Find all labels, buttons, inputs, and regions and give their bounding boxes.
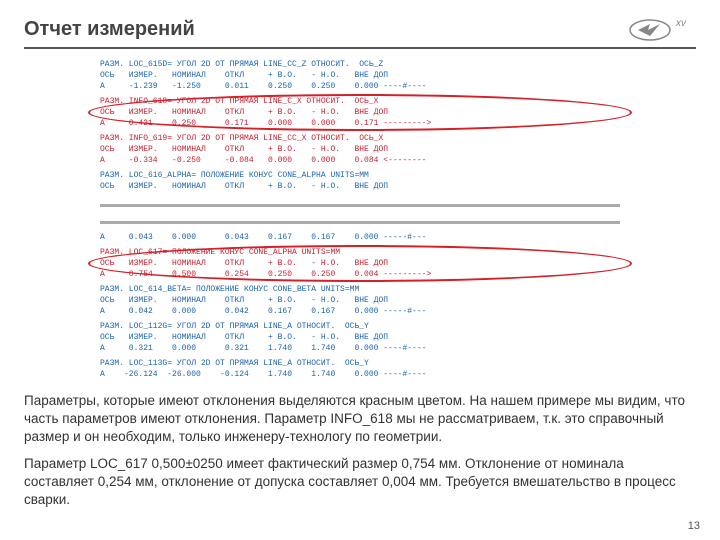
normal-row: А 0.043 0.000 0.043 0.167 0.167 0.000 --… bbox=[100, 232, 620, 243]
report-block: РАЗМ. INFO_618= УГОЛ 2D ОТ ПРЯМАЯ LINE_C… bbox=[100, 96, 620, 129]
report-block: РАЗМ. LOC_615D= УГОЛ 2D ОТ ПРЯМАЯ LINE_C… bbox=[100, 59, 620, 92]
deviation-row: РАЗМ. LOC_617= ПОЛОЖЕНИЕ КОНУС CONE_ALPH… bbox=[100, 247, 620, 280]
normal-row: РАЗМ. LOC_614_BETA= ПОЛОЖЕНИЕ КОНУС CONE… bbox=[100, 284, 620, 317]
report-block: РАЗМ. LOC_617= ПОЛОЖЕНИЕ КОНУС CONE_ALPH… bbox=[100, 247, 620, 280]
report-block: РАЗМ. LOC_616_ALPHA= ПОЛОЖЕНИЕ КОНУС CON… bbox=[100, 170, 620, 192]
report-block: А 0.043 0.000 0.043 0.167 0.167 0.000 --… bbox=[100, 232, 620, 243]
deviation-row: РАЗМ. INFO_619= УГОЛ 2D ОТ ПРЯМАЯ LINE_C… bbox=[100, 133, 620, 166]
page-break-indicator bbox=[100, 204, 620, 224]
report-block: РАЗМ. INFO_619= УГОЛ 2D ОТ ПРЯМАЯ LINE_C… bbox=[100, 133, 620, 166]
report-bottom-section: А 0.043 0.000 0.043 0.167 0.167 0.000 --… bbox=[100, 232, 620, 384]
explanation-paragraph-1: Параметры, которые имеют отклонения выде… bbox=[24, 392, 696, 447]
deviation-row: РАЗМ. INFO_618= УГОЛ 2D ОТ ПРЯМАЯ LINE_C… bbox=[100, 96, 620, 129]
normal-row: РАЗМ. LOC_112G= УГОЛ 2D ОТ ПРЯМАЯ LINE_A… bbox=[100, 321, 620, 354]
report-block: РАЗМ. LOC_614_BETA= ПОЛОЖЕНИЕ КОНУС CONE… bbox=[100, 284, 620, 317]
svg-text:xv: xv bbox=[675, 18, 687, 29]
page-title: Отчет измерений bbox=[24, 18, 696, 41]
report-block: РАЗМ. LOC_112G= УГОЛ 2D ОТ ПРЯМАЯ LINE_A… bbox=[100, 321, 620, 354]
normal-row: РАЗМ. LOC_616_ALPHA= ПОЛОЖЕНИЕ КОНУС CON… bbox=[100, 170, 620, 192]
normal-row: РАЗМ. LOC_615D= УГОЛ 2D ОТ ПРЯМАЯ LINE_C… bbox=[100, 59, 620, 92]
page-number: 13 bbox=[688, 520, 700, 532]
normal-row: РАЗМ. LOC_113G= УГОЛ 2D ОТ ПРЯМАЯ LINE_A… bbox=[100, 358, 620, 380]
title-rule bbox=[24, 47, 696, 49]
brand-logo: xv bbox=[628, 14, 692, 44]
report-block: РАЗМ. LOC_113G= УГОЛ 2D ОТ ПРЯМАЯ LINE_A… bbox=[100, 358, 620, 380]
report-top-section: РАЗМ. LOC_615D= УГОЛ 2D ОТ ПРЯМАЯ LINE_C… bbox=[100, 59, 620, 196]
measurement-report: РАЗМ. LOC_615D= УГОЛ 2D ОТ ПРЯМАЯ LINE_C… bbox=[100, 59, 620, 384]
explanation-paragraph-2: Параметр LOC_617 0,500±0250 имеет фактич… bbox=[24, 455, 696, 510]
